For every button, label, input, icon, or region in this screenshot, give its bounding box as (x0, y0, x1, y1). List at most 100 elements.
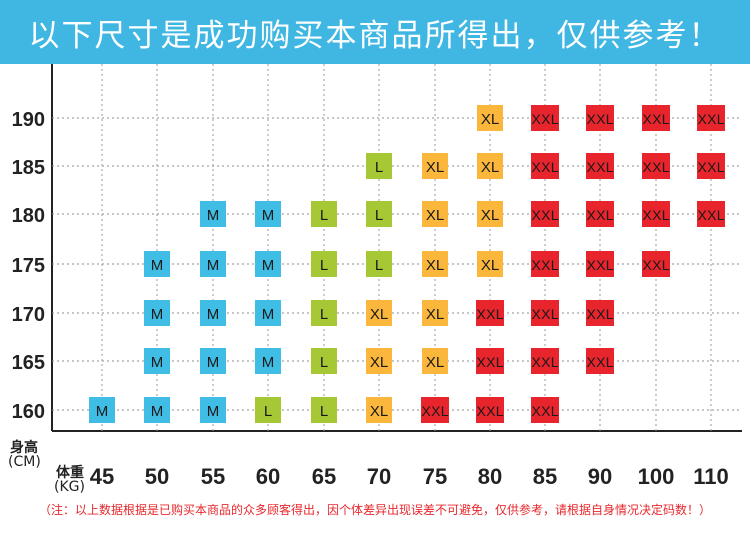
size-label: XXL (532, 111, 559, 127)
y-tick-label: 175 (12, 255, 45, 277)
size-cell (642, 153, 670, 179)
size-label: M (96, 403, 109, 420)
x-tick-label: 80 (478, 464, 502, 489)
y-tick-label: 190 (12, 109, 45, 131)
size-label: M (151, 354, 164, 371)
x-tick-label: 65 (312, 464, 336, 489)
size-label: XXL (477, 403, 504, 419)
size-cell (144, 300, 170, 326)
size-cell (531, 251, 559, 277)
size-label: XXL (587, 257, 614, 273)
x-tick-label: 50 (145, 464, 169, 489)
size-cell (642, 201, 670, 227)
x-tick-label: 55 (201, 464, 225, 489)
size-label: L (375, 159, 383, 176)
size-cell (586, 300, 614, 326)
size-cell (642, 105, 670, 131)
size-label: XL (426, 354, 444, 371)
size-label: M (262, 207, 275, 224)
size-label: L (375, 257, 383, 274)
size-label: M (262, 257, 275, 274)
x-tick-label: 60 (256, 464, 280, 489)
size-label: M (151, 257, 164, 274)
size-cell (200, 251, 226, 277)
size-cell (476, 348, 504, 374)
size-label: M (207, 257, 220, 274)
size-cell (311, 348, 337, 374)
size-cell (697, 153, 725, 179)
size-cell (200, 348, 226, 374)
size-label: L (320, 403, 328, 420)
size-label: M (207, 403, 220, 420)
size-label: M (207, 306, 220, 323)
size-cell (311, 201, 337, 227)
size-label: XXL (532, 257, 559, 273)
x-tick-label: 110 (693, 464, 729, 489)
size-label: XXL (698, 207, 725, 223)
size-cell (144, 348, 170, 374)
size-cell (255, 201, 281, 227)
size-cell (586, 251, 614, 277)
size-cell (200, 300, 226, 326)
size-cell (642, 251, 670, 277)
size-cell (476, 300, 504, 326)
size-cell (477, 201, 503, 227)
size-cell (477, 153, 503, 179)
size-label: XXL (643, 159, 670, 175)
size-label: XXL (643, 257, 670, 273)
size-label: XL (426, 257, 444, 274)
size-label: L (375, 207, 383, 224)
size-cell (586, 348, 614, 374)
y-tick-label: 185 (12, 157, 45, 179)
size-cell (422, 201, 448, 227)
size-cell (366, 251, 392, 277)
y-axis-label: 身高 (10, 440, 38, 456)
size-cell (422, 300, 448, 326)
size-label: M (151, 403, 164, 420)
x-tick-label: 45 (90, 464, 114, 489)
x-tick-label: 70 (367, 464, 391, 489)
size-label: XXL (532, 354, 559, 370)
size-label: XXL (532, 207, 559, 223)
size-label: M (207, 354, 220, 371)
size-label: M (262, 306, 275, 323)
x-tick-label: 90 (588, 464, 612, 489)
size-cell (200, 201, 226, 227)
y-tick-label: 165 (12, 352, 45, 374)
size-label: L (264, 403, 272, 420)
size-label: XL (481, 257, 499, 274)
size-cell (531, 348, 559, 374)
size-label: XXL (698, 159, 725, 175)
size-cell (697, 105, 725, 131)
size-label: XL (426, 159, 444, 176)
size-label: XL (481, 207, 499, 224)
chart-title-banner: 以下尺寸是成功购买本商品所得出，仅供参考！ (0, 0, 750, 64)
size-cell (144, 251, 170, 277)
size-label: XL (426, 306, 444, 323)
size-cell (311, 251, 337, 277)
size-label: XL (481, 111, 499, 128)
size-cell (255, 348, 281, 374)
size-cell (531, 201, 559, 227)
size-cell (144, 397, 170, 423)
size-cell (366, 300, 392, 326)
size-label: XL (481, 159, 499, 176)
size-label: M (262, 354, 275, 371)
size-label: XXL (477, 354, 504, 370)
size-cell (366, 153, 392, 179)
size-cell (586, 153, 614, 179)
size-cell (366, 348, 392, 374)
size-label: XXL (643, 111, 670, 127)
size-label: XXL (422, 403, 449, 419)
size-cell (200, 397, 226, 423)
size-cell (421, 397, 449, 423)
size-cell (89, 397, 115, 423)
size-label: XXL (643, 207, 670, 223)
size-label: XL (370, 354, 388, 371)
size-cell (477, 105, 503, 131)
size-cell (697, 201, 725, 227)
size-cell (255, 251, 281, 277)
size-cell (476, 397, 504, 423)
size-label: L (320, 257, 328, 274)
